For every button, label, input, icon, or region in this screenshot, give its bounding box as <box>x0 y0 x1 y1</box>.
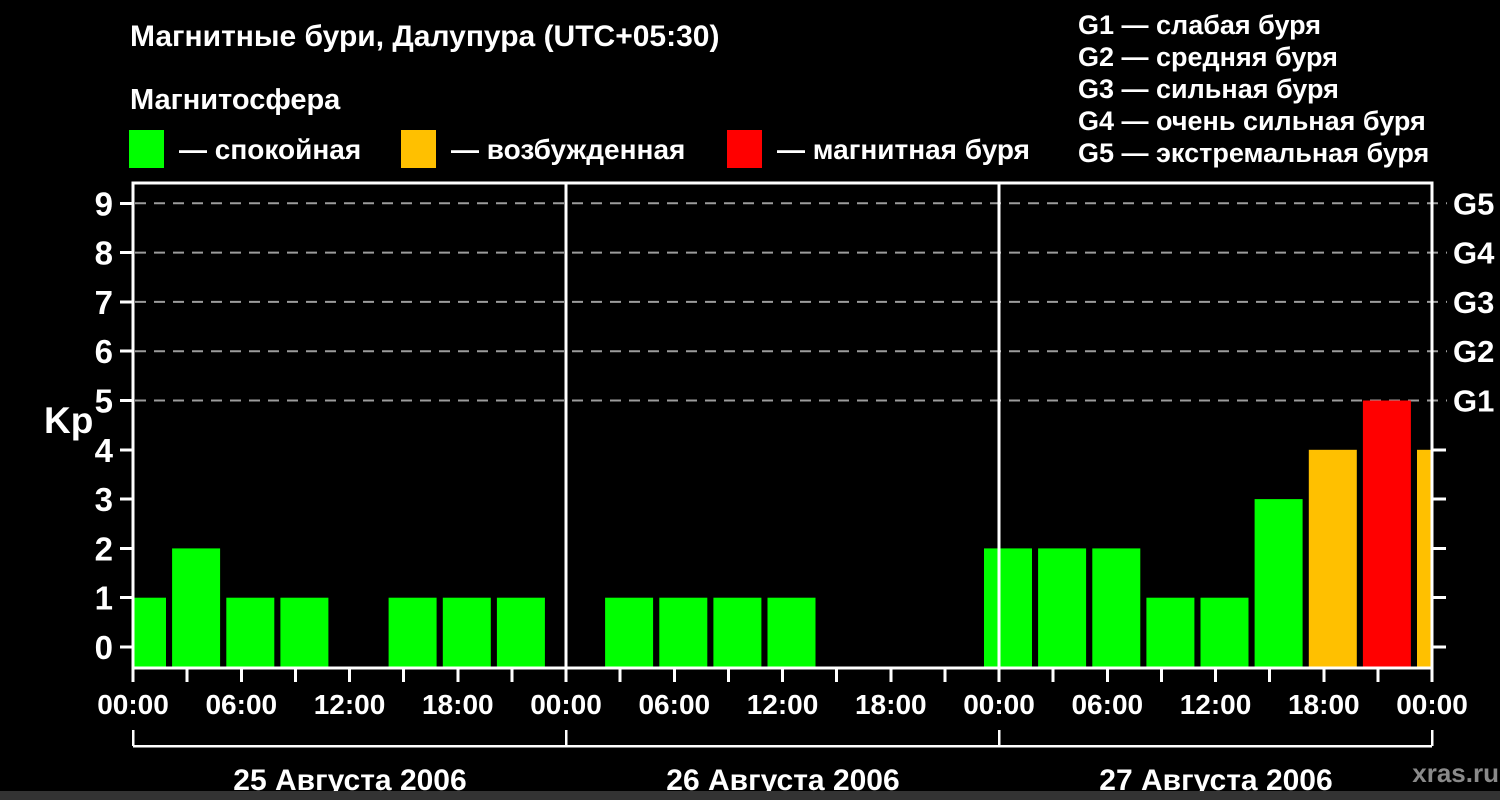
kp-bar <box>172 548 221 668</box>
y-tick-label: 8 <box>95 235 113 272</box>
kp-bar <box>1146 597 1195 668</box>
kp-bar <box>1417 449 1431 668</box>
y-axis-title: Kp <box>44 400 93 441</box>
axis-ticks <box>120 201 1446 682</box>
legend-quiet-swatch <box>129 130 164 168</box>
g-scale-legend-line: G4 — очень сильная буря <box>1078 106 1426 136</box>
y-tick-label: 1 <box>95 580 113 617</box>
g-scale-legend-line: G2 — средняя буря <box>1078 42 1338 72</box>
g-level-label: G4 <box>1453 236 1495 271</box>
kp-bar <box>280 597 329 668</box>
kp-bar <box>388 597 437 668</box>
kp-bar <box>134 597 166 668</box>
y-tick-label: 0 <box>95 629 113 666</box>
kp-bar <box>1362 400 1411 668</box>
g-level-label: G1 <box>1453 384 1494 419</box>
x-tick-label: 18:00 <box>1288 689 1360 720</box>
legend-quiet-label: — спокойная <box>179 134 361 165</box>
x-tick-label: 00:00 <box>97 689 169 720</box>
kp-bar <box>1308 449 1357 668</box>
g-scale-legend-line: G1 — слабая буря <box>1078 10 1321 40</box>
kp-bar <box>1200 597 1249 668</box>
y-tick-label: 2 <box>95 530 113 567</box>
g-level-label: G5 <box>1453 186 1494 221</box>
plot-frame <box>131 181 1434 670</box>
x-tick-label: 06:00 <box>1071 689 1143 720</box>
magnetosphere-label: Магнитосфера <box>130 84 341 116</box>
kp-bar <box>442 597 491 668</box>
kp-bar <box>1254 499 1303 668</box>
x-tick-label: 12:00 <box>314 689 386 720</box>
x-tick-label: 00:00 <box>1396 689 1468 720</box>
state-legend: — спокойная — возбужденная — магнитная б… <box>129 130 1030 168</box>
kp-bar <box>1092 548 1141 668</box>
x-tick-label: 00:00 <box>963 689 1035 720</box>
legend-excited-swatch <box>401 130 436 168</box>
kp-bars <box>134 400 1431 668</box>
kp-bar <box>767 597 816 668</box>
g-scale-legend-line: G5 — экстремальная буря <box>1078 138 1429 168</box>
date-bracket <box>131 730 1434 748</box>
x-tick-label: 06:00 <box>638 689 710 720</box>
legend-storm-label: — магнитная буря <box>777 134 1030 165</box>
g-scale-legend-line: G3 — сильная буря <box>1078 74 1339 104</box>
plot-border <box>131 181 1434 670</box>
kp-bar <box>713 597 762 668</box>
x-tick-label: 18:00 <box>855 689 927 720</box>
x-tick-label: 18:00 <box>422 689 494 720</box>
chart-title: Магнитные бури, Далупура (UTC+05:30) <box>130 20 719 53</box>
y-tick-label: 6 <box>95 333 113 370</box>
gridlines <box>135 202 1447 402</box>
legend-excited-label: — возбужденная <box>451 134 685 165</box>
x-tick-label: 12:00 <box>1180 689 1252 720</box>
watermark: xras.ru <box>1412 758 1499 788</box>
kp-bar <box>605 597 654 668</box>
bottom-edge-strip <box>0 791 1500 800</box>
y-tick-label: 5 <box>95 383 113 420</box>
kp-bar <box>984 548 1032 668</box>
x-tick-label: 00:00 <box>530 689 602 720</box>
g-level-label: G3 <box>1453 285 1494 320</box>
g-scale-legend: G1 — слабая буря G2 — средняя буря G3 — … <box>1078 10 1429 168</box>
y-tick-label: 4 <box>95 432 114 469</box>
y-tick-label: 9 <box>95 185 113 222</box>
y-tick-label: 3 <box>95 481 113 518</box>
y-tick-label: 7 <box>95 284 113 321</box>
x-tick-label: 12:00 <box>747 689 819 720</box>
kp-bar <box>1038 548 1087 668</box>
kp-bar <box>226 597 275 668</box>
g-level-label: G2 <box>1453 334 1494 369</box>
legend-storm-swatch <box>727 130 762 168</box>
x-tick-label: 06:00 <box>205 689 277 720</box>
kp-bar <box>496 597 545 668</box>
axis-tick-labels: 0 1 2 3 4 5 6 7 8 9 00:00 06:00 12:00 18:00 00:00 06:00… <box>95 185 1495 720</box>
kp-bar <box>659 597 708 668</box>
chart-plot: 0 1 2 3 4 5 6 7 8 9 00:00 06:00 12:00 18:00 00:00 06:00… <box>95 181 1495 748</box>
